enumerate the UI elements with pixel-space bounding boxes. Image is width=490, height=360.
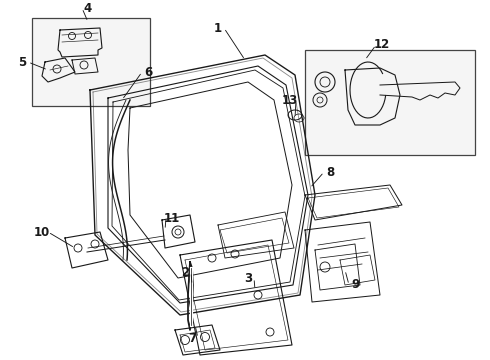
Text: 10: 10 <box>34 225 50 238</box>
Bar <box>32 18 150 106</box>
Text: 11: 11 <box>164 211 180 225</box>
Text: 3: 3 <box>244 271 252 284</box>
Text: 2: 2 <box>181 266 189 279</box>
Text: 7: 7 <box>188 332 196 345</box>
Text: 4: 4 <box>84 1 92 14</box>
Bar <box>305 50 475 155</box>
Text: 8: 8 <box>326 166 334 179</box>
Text: 13: 13 <box>282 94 298 107</box>
Text: 1: 1 <box>214 22 222 35</box>
Text: 12: 12 <box>374 39 390 51</box>
Text: 6: 6 <box>144 66 152 78</box>
Text: 9: 9 <box>351 279 359 292</box>
Text: 5: 5 <box>18 55 26 68</box>
